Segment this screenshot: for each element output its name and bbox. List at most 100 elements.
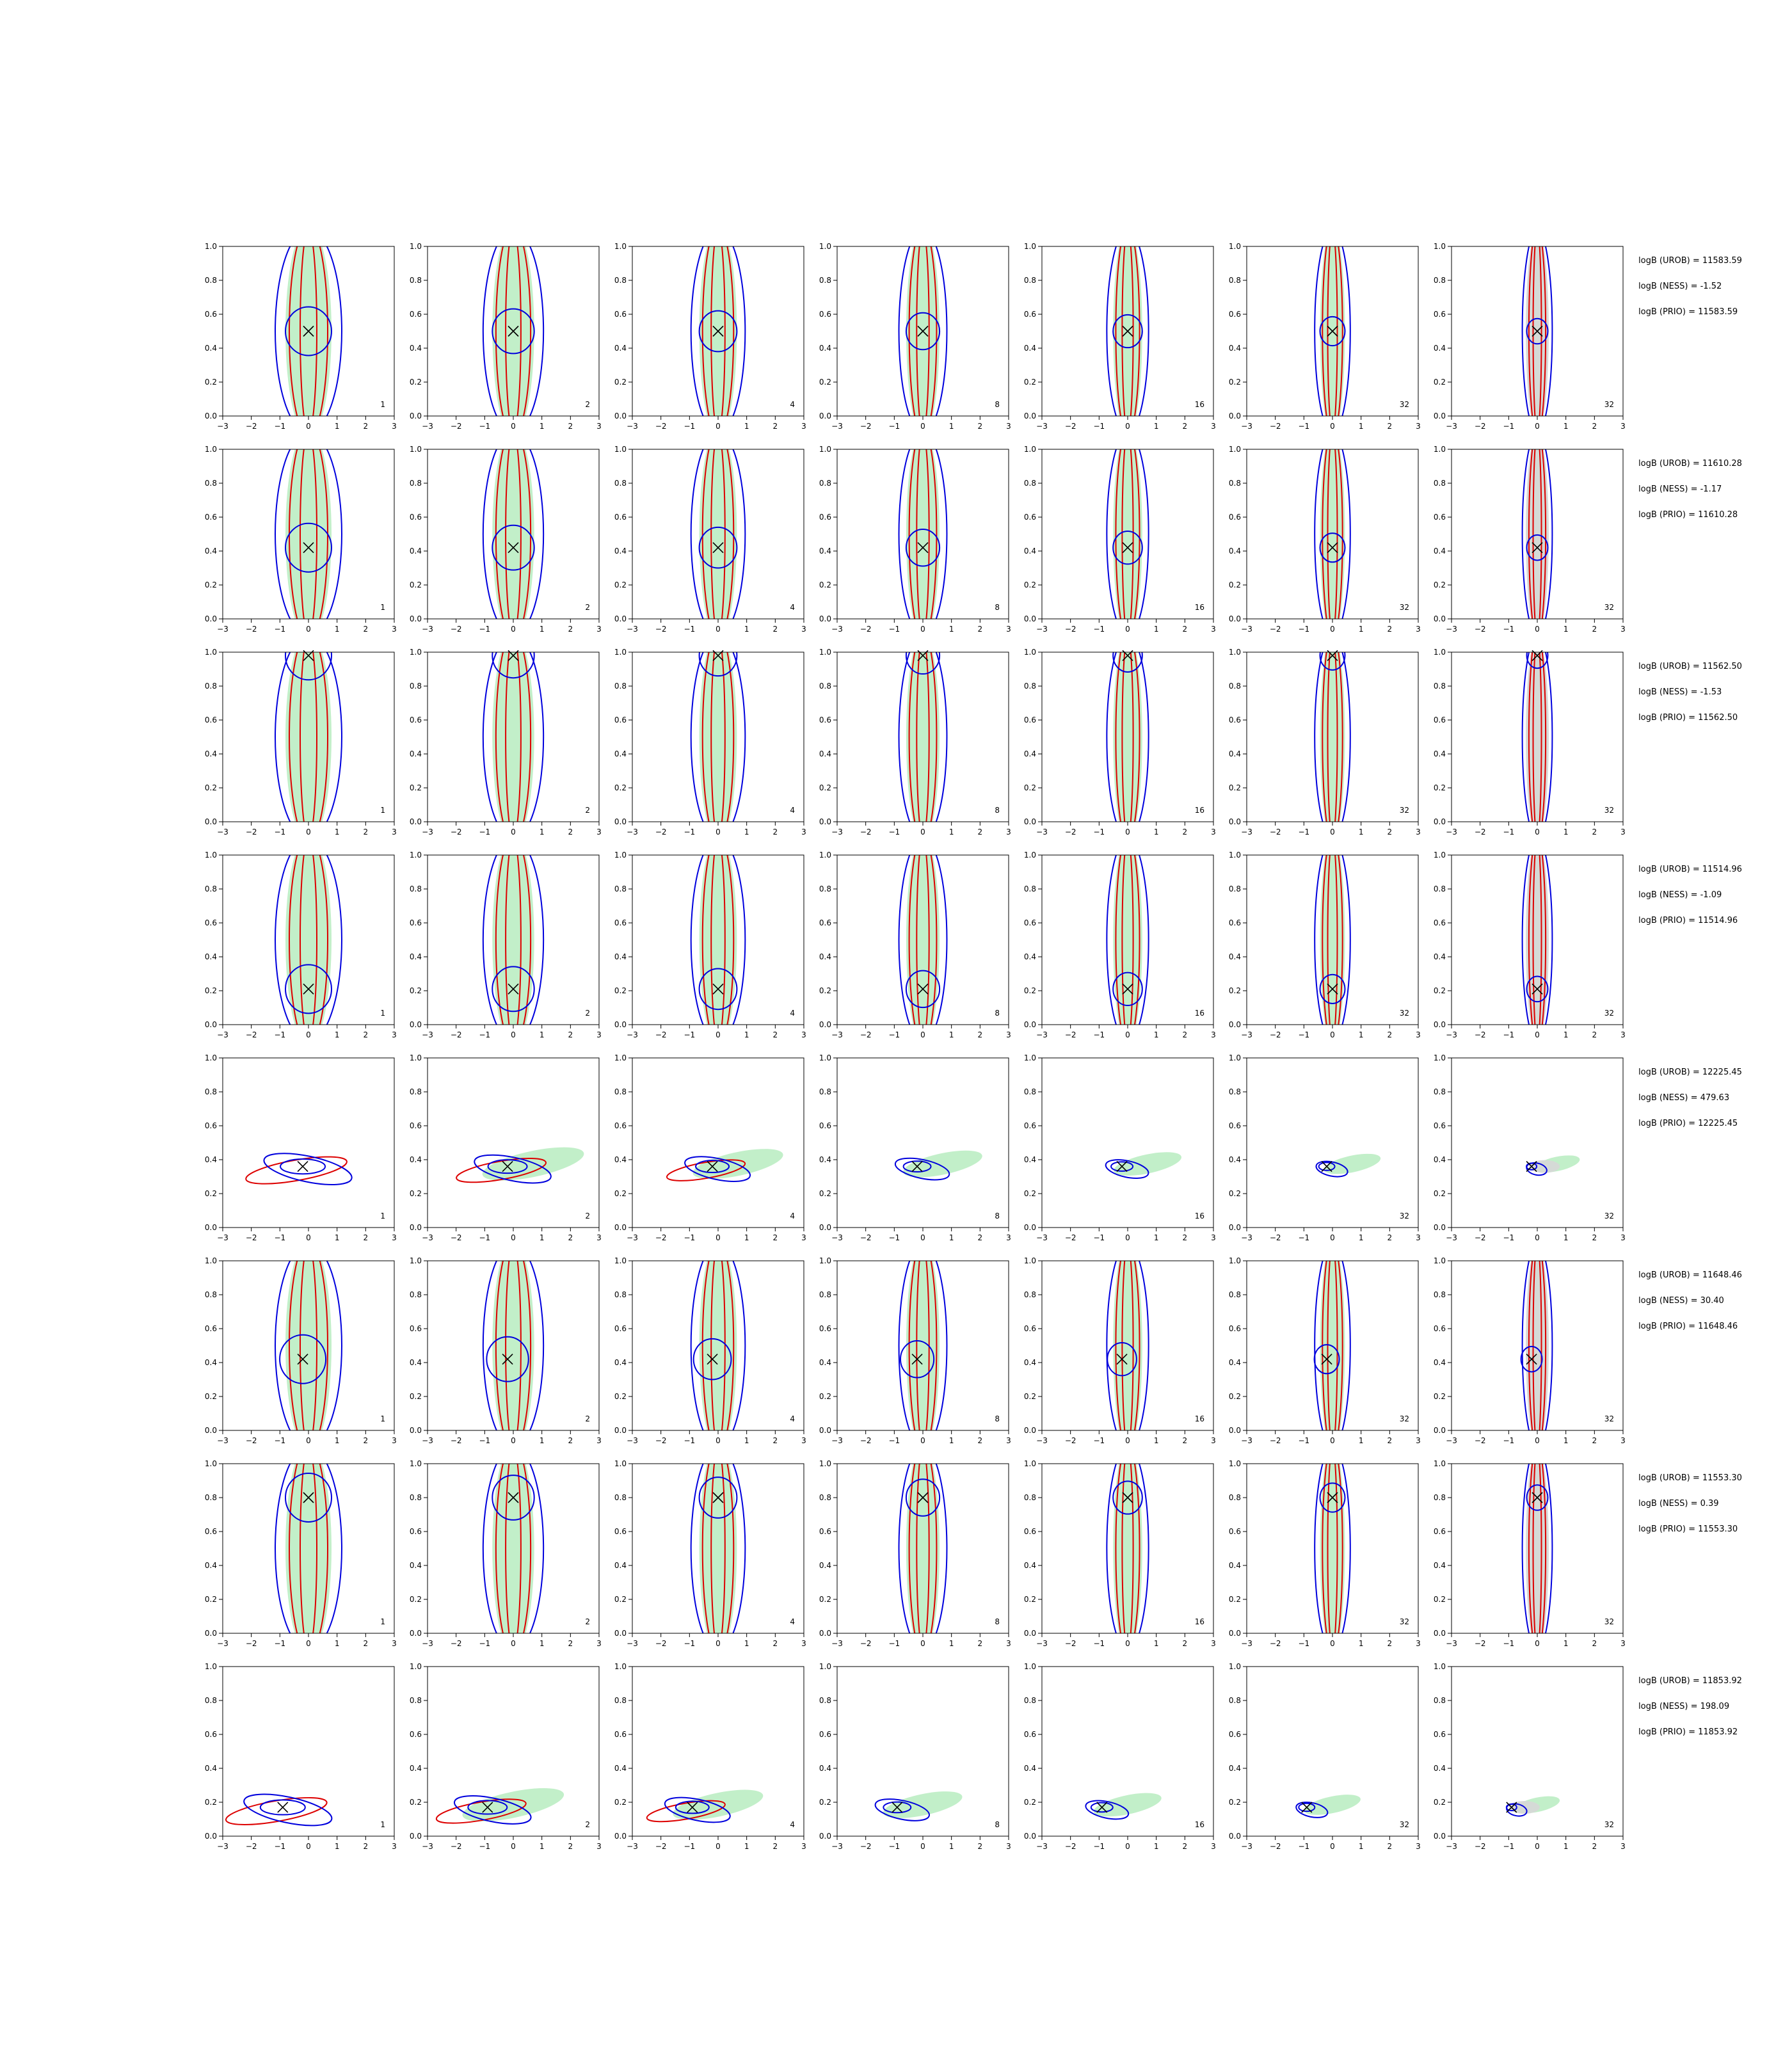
y-tick-label: 0.8 [1434,1087,1446,1096]
x-tick-label: 2 [773,1639,778,1648]
blue-contour-inner [698,652,738,677]
y-tick-label: 0.0 [1229,1832,1241,1841]
red-contour-outer [701,652,735,822]
x-tick-label: 0 [511,422,516,431]
x-tick-label: −3 [1241,625,1252,634]
y-tick-label: 0.4 [410,547,422,556]
x-tick-label: −3 [1446,1639,1457,1648]
y-tick-label: 0.0 [410,1629,422,1638]
y-tick-label: 0.4 [819,749,831,758]
x-tick-label: −2 [1270,1436,1281,1445]
y-tick-label: 0.8 [1229,276,1241,285]
y-tick-label: 0.2 [410,1392,422,1401]
y-tick-label: 0.6 [410,918,422,927]
red-contour-outer [908,449,938,619]
logb-label: logB (UROB) = 11562.50 [1638,662,1742,671]
panel-contours [482,1464,545,1633]
panel-contours [1526,1155,1580,1176]
y-tick-label: 0.4 [1434,952,1446,961]
axes-frame [836,1057,1009,1228]
x-tick-label: −3 [627,625,638,634]
x-tick-label: 3 [801,422,806,431]
y-tick-label: 0.4 [1024,1358,1036,1367]
y-tick-label: 0.2 [1024,1595,1036,1604]
truth-marker [917,325,929,337]
panel-number: 16 [1195,400,1204,409]
y-tick-label: 0.2 [1024,1392,1036,1401]
x-tick-label: −2 [655,828,667,836]
x-tick-label: 2 [1183,422,1188,431]
x-tick-label: −1 [684,1436,695,1445]
y-tick-label: 0.8 [1434,1290,1446,1299]
y-tick-label: 0.8 [614,1290,627,1299]
blue-contour-outer [243,1793,333,1827]
panel-number: 32 [1604,1820,1614,1829]
panel: −3 −2 −1 0 1 2 3 0.0 0.2 0.4 0.6 0.8 1.0 1 [205,445,397,634]
y-tick-label: 0.4 [205,547,217,556]
x-tick-label: −3 [217,1233,228,1242]
x-tick-label: 2 [364,1030,369,1039]
x-tick-label: 3 [1620,422,1626,431]
x-tick-label: −2 [655,1639,667,1648]
panel: −3 −2 −1 0 1 2 3 0.0 0.2 0.4 0.6 0.8 1.0 32 [1229,445,1421,634]
blue-contour-outer [1314,1261,1351,1430]
x-tick-label: 3 [392,1842,397,1851]
truth-marker [911,1161,923,1172]
blue-contour-outer [1106,246,1149,416]
y-tick-label: 0.8 [205,1087,217,1096]
x-tick-label: 2 [1592,1842,1597,1851]
truth-marker [712,542,724,554]
blue-contour-inner [492,308,535,355]
logb-label: logB (PRIO) = 11562.50 [1638,713,1738,723]
x-tick-label: 0 [511,1436,516,1445]
x-tick-label: 3 [1211,1639,1216,1648]
truth-marker [1327,983,1338,995]
x-tick-label: 1 [540,422,545,431]
x-tick-label: −3 [627,828,638,836]
panel: −3 −2 −1 0 1 2 3 0.0 0.2 0.4 0.6 0.8 1.0 32 [1434,1662,1626,1851]
x-tick-label: 3 [392,422,397,431]
x-tick-label: 1 [1359,1030,1364,1039]
x-tick-label: −2 [860,1233,872,1242]
y-tick-label: 0.4 [205,952,217,961]
blue-contour-outer [684,1156,751,1182]
panel: −3 −2 −1 0 1 2 3 0.0 0.2 0.4 0.6 0.8 1.0 8 [819,1459,1011,1648]
panel-number: 2 [585,400,590,409]
x-tick-label: −1 [1093,1842,1105,1851]
logb-label: logB (PRIO) = 11610.28 [1638,510,1738,520]
y-tick-label: 0.4 [1434,1764,1446,1773]
x-tick-label: 2 [1183,1639,1188,1648]
red-contour [666,1159,746,1181]
red-contour-outer [289,855,328,1025]
red-contour-outer [495,1464,532,1633]
y-tick-label: 0.4 [819,952,831,961]
y-tick-label: 0.8 [1229,884,1241,893]
y-tick-label: 1.0 [819,1256,831,1265]
blue-contour-inner [675,1800,710,1814]
red-contour-inner [710,246,726,416]
y-tick-label: 1.0 [614,1459,627,1468]
y-tick-label: 0.2 [819,986,831,995]
y-tick-label: 0.0 [614,817,627,826]
panel-number: 1 [380,806,385,815]
x-tick-label: −3 [217,828,228,836]
y-tick-label: 0.0 [819,1020,831,1029]
panel: −3 −2 −1 0 1 2 3 0.0 0.2 0.4 0.6 0.8 1.0 32 [1434,242,1626,431]
y-tick-label: 0.6 [819,1121,831,1130]
x-tick-label: 3 [392,828,397,836]
x-tick-label: −1 [684,1030,695,1039]
panel-contours [898,1464,948,1633]
y-tick-label: 0.8 [1434,884,1446,893]
x-tick-label: 1 [1564,828,1569,836]
x-tick-label: 2 [1388,828,1393,836]
truth-marker [1122,542,1133,554]
x-tick-label: −1 [1503,1639,1514,1648]
blue-contour-inner [1526,317,1549,345]
green-density [906,449,940,619]
y-tick-label: 1.0 [1229,1256,1241,1265]
x-tick-label: −3 [422,1030,433,1039]
x-tick-label: 1 [1564,1233,1569,1242]
x-tick-label: 1 [1564,1639,1569,1648]
y-tick-label: 0.4 [1229,749,1241,758]
y-tick-label: 0.8 [205,1696,217,1705]
